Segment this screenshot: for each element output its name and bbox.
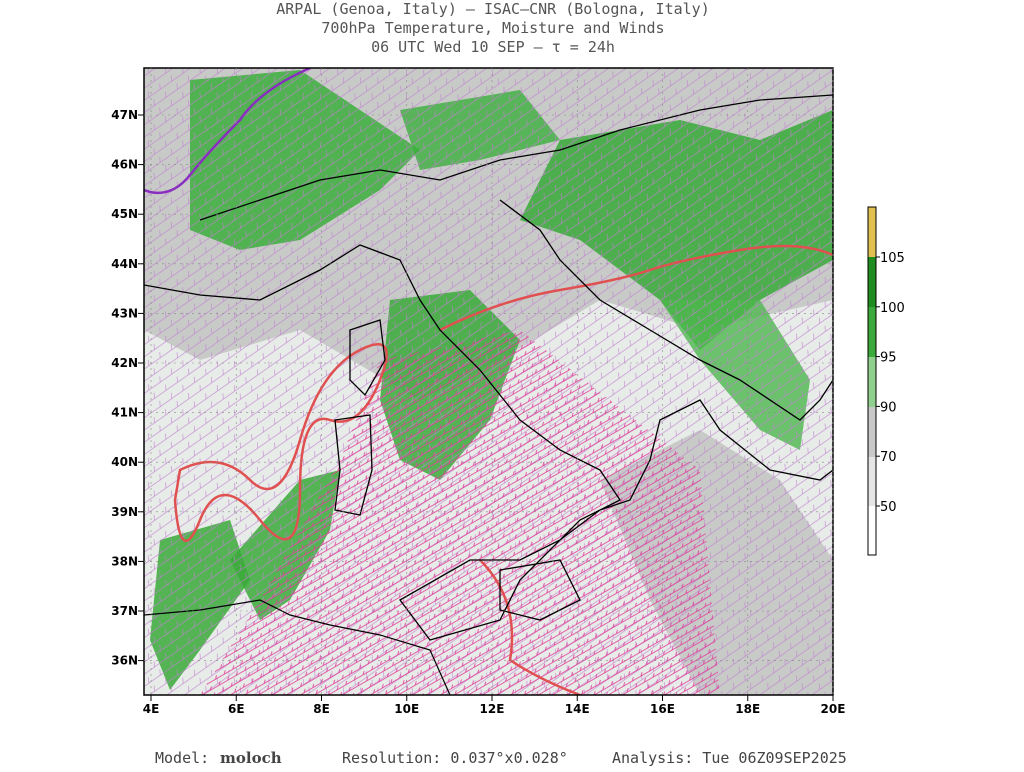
lon-axis: 4E 6E 8E 10E 12E 14E 16E 18E 20E (143, 68, 846, 716)
lat-label: 46N (111, 158, 138, 172)
header: ARPAL (Genoa, Italy) – ISAC–CNR (Bologna… (276, 0, 709, 56)
lon-label: 10E (394, 702, 419, 716)
title-line: 700hPa Temperature, Moisture and Winds (321, 19, 664, 37)
footer: Model: moloch Resolution: 0.037°x0.028° … (155, 749, 847, 767)
colorbar-label: 95 (880, 351, 897, 366)
lat-label: 39N (111, 505, 138, 519)
lat-label: 43N (111, 306, 138, 320)
lat-label: 37N (111, 604, 138, 618)
lon-label: 14E (565, 702, 590, 716)
colorbar (867, 206, 877, 556)
lon-label: 4E (143, 702, 160, 716)
model-label: Model: (155, 749, 209, 767)
lat-label: 38N (111, 554, 138, 568)
lon-label: 8E (313, 702, 330, 716)
lat-label: 36N (111, 654, 138, 668)
lat-axis: 47N 46N 45N 44N 43N 42N 41N 40N 39N 38N 37N 36N (111, 108, 833, 668)
colorbar-label: 50 (880, 500, 897, 515)
lat-label: 44N (111, 257, 138, 271)
lat-label: 47N (111, 108, 138, 122)
map-field (144, 68, 833, 695)
lon-label: 20E (821, 702, 846, 716)
title-line: 06 UTC Wed 10 SEP – τ = 24h (371, 38, 615, 56)
lat-label: 40N (111, 455, 138, 469)
resolution: Resolution: 0.037°x0.028° (342, 749, 568, 767)
colorbar-label: 70 (880, 450, 897, 465)
colorbar-labels: 105 100 95 90 70 50 (876, 251, 905, 515)
lat-label: 42N (111, 356, 138, 370)
lon-label: 18E (735, 702, 760, 716)
lon-label: 12E (480, 702, 505, 716)
model-name: moloch (220, 749, 282, 767)
analysis: Analysis: Tue 06Z09SEP2025 (612, 749, 847, 767)
lat-label: 41N (111, 406, 138, 420)
colorbar-label: 100 (880, 301, 905, 316)
lon-label: 6E (228, 702, 245, 716)
lat-label: 45N (111, 207, 138, 221)
lon-label: 16E (650, 702, 675, 716)
colorbar-label: 105 (880, 251, 905, 266)
title-line: ARPAL (Genoa, Italy) – ISAC–CNR (Bologna… (276, 0, 709, 18)
colorbar-label: 90 (880, 400, 897, 415)
